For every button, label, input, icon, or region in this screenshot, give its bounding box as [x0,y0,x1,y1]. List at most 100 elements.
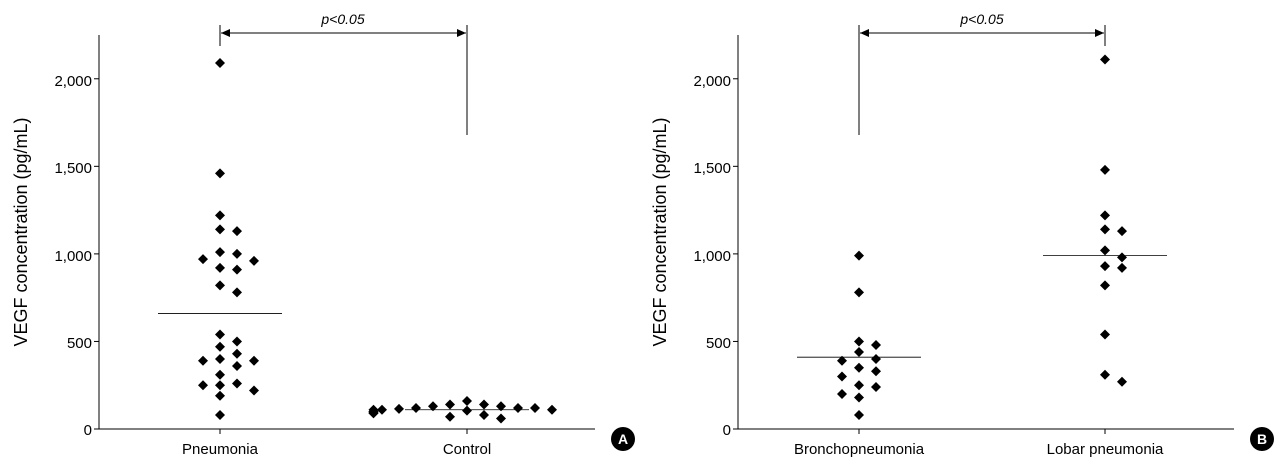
data-point [854,336,864,347]
x-tick-label: Control [443,441,491,458]
bracket-arrowhead-right [1095,29,1104,37]
data-point [445,399,455,410]
y-tick-label: 0 [723,422,731,439]
data-point [1117,262,1127,273]
data-point [215,369,225,380]
data-point [1100,164,1110,175]
chart-panel-a: VEGF concentration (pg/mL) 0 500 1,000 1… [11,11,635,458]
y-tick-label: 0 [84,422,92,439]
data-point [854,392,864,403]
data-point [479,399,489,410]
data-point [215,341,225,352]
panel-letter: B [1257,431,1267,447]
data-point [513,402,523,413]
significance-label: p<0.05 [959,11,1003,27]
data-point [1100,280,1110,291]
bracket-arrowhead-right [457,29,466,37]
data-point [377,404,387,415]
y-axis-label: VEGF concentration (pg/mL) [650,117,670,346]
data-point [249,255,259,266]
data-point [1100,54,1110,65]
panel-letter-badge: B [1250,427,1274,451]
data-point [368,408,379,419]
y-tick-label: 500 [67,335,92,352]
data-point [854,250,864,261]
data-point [215,409,225,420]
data-point [837,371,847,382]
y-tick-label: 2,000 [693,73,731,90]
data-point [232,248,242,259]
data-point [232,264,242,275]
data-point [496,401,506,412]
data-point [854,287,864,298]
data-point [249,385,259,396]
y-tick-label: 1,000 [693,248,731,265]
data-point [198,355,208,366]
data-point [394,403,404,414]
data-point [445,411,455,422]
data-point [462,405,472,416]
data-point [215,168,225,179]
x-axis-ticks: Bronchopneumonia Lobar pneumonia [794,441,1164,458]
y-tick-label: 500 [706,335,731,352]
x-tick-label: Pneumonia [182,441,259,458]
data-point [854,362,864,373]
data-point [215,262,225,273]
data-point [198,380,208,391]
data-point [1100,261,1110,272]
data-point [854,380,864,391]
data-point [198,254,208,265]
data-point [232,378,242,389]
data-point [232,226,242,237]
data-point [232,348,242,359]
data-point [1117,226,1127,237]
data-point [530,402,540,413]
data-point [1100,329,1110,340]
data-point [232,287,242,298]
data-point [232,336,242,347]
significance-label: p<0.05 [320,11,364,27]
data-point [1100,369,1110,380]
data-point [837,355,847,366]
data-point [215,380,225,391]
panel-letter-badge: A [611,427,635,451]
data-point [1100,210,1110,221]
y-axis-label: VEGF concentration (pg/mL) [11,117,31,346]
data-point [1117,252,1127,263]
data-point [871,353,881,364]
data-point [428,401,438,412]
panel-letter: A [618,431,628,447]
y-axis-ticks: 0 500 1,000 1,500 2,000 [693,73,731,439]
data-point [215,390,225,401]
data-point [215,210,225,221]
data-point [1100,224,1110,235]
data-point [854,409,864,420]
y-tick-label: 1,500 [54,160,92,177]
data-point [215,224,225,235]
x-axis-ticks: Pneumonia Control [182,441,491,458]
data-point [462,395,472,406]
y-axis-ticks: 0 500 1,000 1,500 2,000 [54,73,92,439]
data-point [232,360,242,371]
data-point [215,329,225,340]
data-point [215,353,225,364]
data-point [871,339,881,350]
data-point [871,381,881,392]
data-point [1100,245,1110,256]
y-tick-label: 1,500 [693,160,731,177]
bracket-arrowhead-left [221,29,230,37]
data-point [496,413,506,424]
chart-panel-b: VEGF concentration (pg/mL) 0 500 1,000 1… [650,11,1274,458]
data-point [854,346,864,357]
data-point [837,388,847,399]
data-point [215,58,225,69]
data-point [215,247,225,258]
data-point [547,404,557,415]
y-tick-label: 1,000 [54,248,92,265]
x-tick-label: Bronchopneumonia [794,441,925,458]
y-tick-label: 2,000 [54,73,92,90]
data-point [411,402,421,413]
x-tick-label: Lobar pneumonia [1047,441,1164,458]
data-point [479,409,489,420]
